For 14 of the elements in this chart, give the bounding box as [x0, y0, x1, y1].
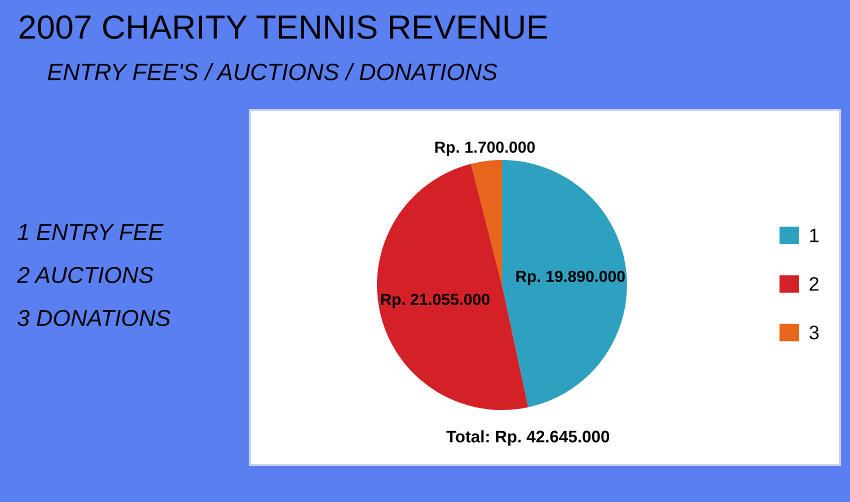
- data-label: Rp. 21.055.000: [381, 294, 490, 308]
- data-label: Rp. 19.890.000: [516, 270, 625, 286]
- legend-label: 2: [810, 277, 819, 291]
- legend-label: 1: [810, 228, 819, 242]
- pie-slice: [502, 160, 627, 408]
- data-label: Rp. 1.700.000: [435, 142, 535, 156]
- text: 3 DONATIONS: [18, 310, 170, 326]
- text: 1 ENTRY FEE: [18, 224, 164, 240]
- chart-subtitle: ENTRY FEE'S / AUCTIONS / DONATIONS: [48, 62, 498, 80]
- chart-title: 2007 CHARITY TENNIS REVENUE: [20, 15, 548, 39]
- text: 2 AUCTIONS: [16, 266, 154, 284]
- text: Total: Rp. 42.645.000: [446, 430, 610, 446]
- legend-label: 3: [809, 326, 819, 340]
- pie-slice: [471, 160, 502, 285]
